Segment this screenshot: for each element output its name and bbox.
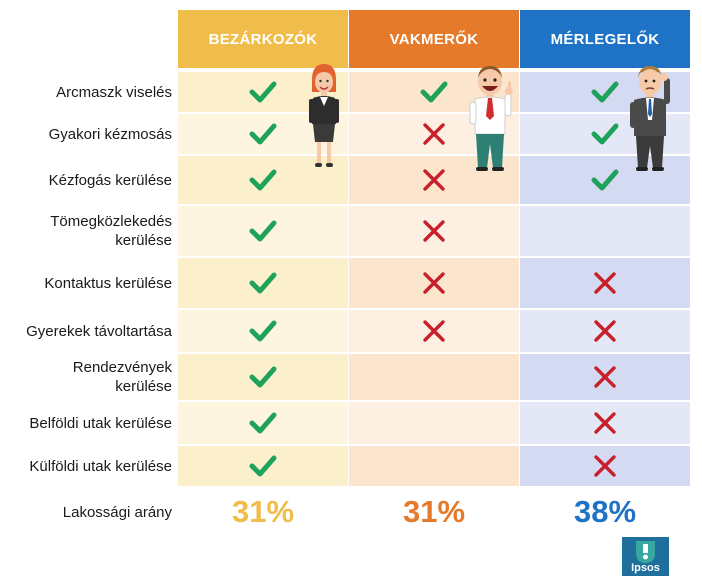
check-icon: [249, 412, 277, 434]
header-vakmerok: VAKMERŐK: [349, 10, 519, 68]
man-thumbsup-illustration: [469, 66, 513, 171]
table-cell: [520, 258, 690, 308]
table-cell: [349, 446, 519, 486]
percent-bezarkozok: 31%: [231, 494, 295, 529]
percent-vakmerok: 31%: [402, 494, 466, 529]
check-icon: [420, 81, 448, 103]
cross-icon: [423, 320, 445, 342]
table-cell: [178, 258, 348, 308]
table-cell: [178, 310, 348, 352]
table-cell: [349, 156, 519, 204]
check-icon: [249, 320, 277, 342]
population-share-label: Lakossági arány: [62, 503, 172, 521]
ipsos-logo-text: Ipsos: [631, 562, 660, 574]
cross-icon: [594, 412, 616, 434]
table-cell: [349, 258, 519, 308]
check-icon: [591, 169, 619, 191]
ipsos-logo: Ipsos: [622, 537, 669, 576]
row-label: Kontaktus kerülése: [44, 274, 172, 292]
cross-icon: [594, 366, 616, 388]
check-icon: [591, 123, 619, 145]
man-thinking-illustration: [630, 66, 670, 171]
ipsos-logo-mark: [622, 537, 669, 576]
table-cell: [520, 402, 690, 444]
row-label: Gyakori kézmosás: [48, 125, 172, 143]
woman-illustration: [309, 64, 339, 167]
table-cell: [520, 206, 690, 256]
header-bezarkozok: BEZÁRKOZÓK: [178, 10, 348, 68]
check-icon: [249, 81, 277, 103]
cross-icon: [594, 272, 616, 294]
table-cell: [178, 354, 348, 400]
percent-merlegelok: 38%: [573, 494, 637, 529]
table-cell: [178, 446, 348, 486]
cross-icon: [423, 123, 445, 145]
row-label: Rendezvények kerülése: [72, 359, 172, 395]
cross-icon: [423, 220, 445, 242]
table-cell: [520, 310, 690, 352]
check-icon: [249, 272, 277, 294]
table-cell: [349, 206, 519, 256]
row-label: Külföldi utak kerülése: [29, 457, 172, 475]
check-icon: [591, 81, 619, 103]
table-cell: [349, 402, 519, 444]
table-cell: [349, 310, 519, 352]
cross-icon: [423, 169, 445, 191]
check-icon: [249, 169, 277, 191]
table-cell: [178, 206, 348, 256]
table-cell: [178, 402, 348, 444]
row-label: Belföldi utak kerülése: [29, 414, 172, 432]
row-label: Gyerekek távoltartása: [26, 322, 172, 340]
cross-icon: [423, 272, 445, 294]
table-cell: [349, 354, 519, 400]
row-label: Tömegközlekedés kerülése: [50, 213, 172, 249]
check-icon: [249, 123, 277, 145]
row-label: Kézfogás kerülése: [48, 171, 172, 189]
table-cell: [520, 446, 690, 486]
cross-icon: [594, 455, 616, 477]
check-icon: [249, 455, 277, 477]
check-icon: [249, 366, 277, 388]
table-cell: [520, 354, 690, 400]
row-label: Arcmaszk viselés: [56, 83, 172, 101]
check-icon: [249, 220, 277, 242]
header-merlegelok: MÉRLEGELŐK: [520, 10, 690, 68]
cross-icon: [594, 320, 616, 342]
